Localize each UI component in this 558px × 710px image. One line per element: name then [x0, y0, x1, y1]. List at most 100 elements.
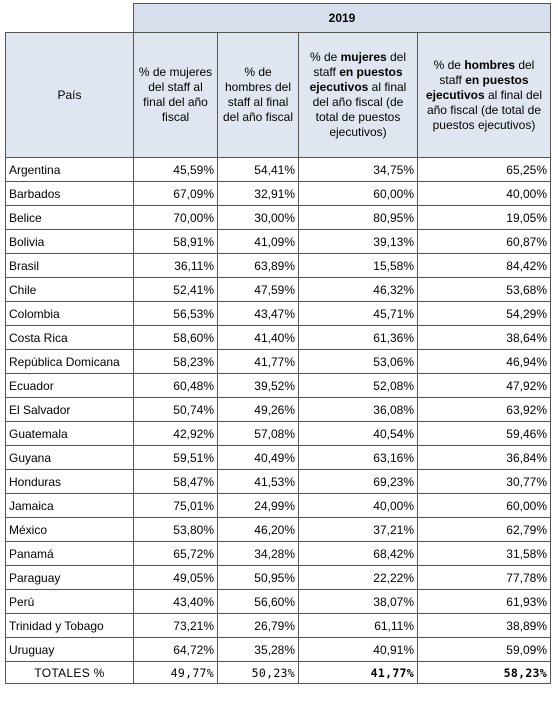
value-cell: 84,42%: [417, 253, 551, 278]
value-cell: 31,58%: [417, 541, 551, 566]
value-cell: 34,75%: [298, 157, 418, 182]
data-row: México 53,80% 46,20% 37,21% 62,79%: [5, 517, 551, 542]
country-cell: Guatemala: [5, 421, 134, 446]
data-row: República Domicana 58,23% 41,77% 53,06% 46,9…: [5, 349, 551, 374]
header-text: al final del año fiscal (de total de pue…: [426, 87, 543, 132]
value-cell: 73,21%: [133, 613, 218, 638]
header-text: País: [57, 87, 82, 102]
header-text: % de: [433, 57, 465, 72]
totals-row: TOTALES % 49,77% 50,23% 41,77% 58,23%: [5, 661, 551, 684]
column-header: % de hombres del staff al final del año …: [217, 32, 299, 158]
value-cell: 32,91%: [217, 181, 299, 206]
value-cell: 24,99%: [217, 493, 299, 518]
value-cell: 40,49%: [217, 445, 299, 470]
value-cell: 39,52%: [217, 373, 299, 398]
value-cell: 65,72%: [133, 541, 218, 566]
value-cell: 36,08%: [298, 397, 418, 422]
value-cell: 45,59%: [133, 157, 218, 182]
column-header: % de mujeres del staff en puestos ejecut…: [298, 32, 418, 158]
country-cell: Jamaica: [5, 493, 134, 518]
data-row: Panamá 65,72% 34,28% 68,42% 31,58%: [5, 541, 551, 566]
total-value: 41,77%: [298, 661, 418, 684]
column-header: País: [5, 32, 134, 158]
value-cell: 53,80%: [133, 517, 218, 542]
value-cell: 36,11%: [133, 253, 218, 278]
country-cell: República Domicana: [5, 349, 134, 374]
value-cell: 46,20%: [217, 517, 299, 542]
value-cell: 75,01%: [133, 493, 218, 518]
header-text: del staff: [313, 50, 407, 79]
value-cell: 35,28%: [217, 637, 299, 662]
total-value: 49,77%: [133, 661, 218, 684]
header-text: del staff: [439, 57, 535, 87]
blank-cell: [5, 3, 134, 33]
value-cell: 61,11%: [298, 613, 418, 638]
country-cell: Guyana: [5, 445, 134, 470]
value-cell: 40,54%: [298, 421, 418, 446]
value-cell: 40,91%: [298, 637, 418, 662]
header-text: mujeres: [340, 50, 387, 64]
data-table: 2019 País % de mujeres del staff al final …: [5, 3, 551, 684]
value-cell: 58,23%: [133, 349, 218, 374]
data-row: Colombia 56,53% 43,47% 45,71% 54,29%: [5, 301, 551, 326]
value-cell: 63,92%: [417, 397, 551, 422]
country-cell: Costa Rica: [5, 325, 134, 350]
data-row: Uruguay 64,72% 35,28% 40,91% 59,09%: [5, 637, 551, 662]
value-cell: 49,05%: [133, 565, 218, 590]
value-cell: 52,08%: [298, 373, 418, 398]
data-row: Jamaica 75,01% 24,99% 40,00% 60,00%: [5, 493, 551, 518]
data-row: Barbados 67,09% 32,91% 60,00% 40,00%: [5, 181, 551, 206]
country-cell: Ecuador: [5, 373, 134, 398]
header-text: en puestos ejecutivos: [309, 65, 403, 94]
value-cell: 59,09%: [417, 637, 551, 662]
value-cell: 60,00%: [298, 181, 418, 206]
value-cell: 77,78%: [417, 565, 551, 590]
data-row: Argentina 45,59% 54,41% 34,75% 65,25%: [5, 157, 551, 182]
data-row: Costa Rica 58,60% 41,40% 61,36% 38,64%: [5, 325, 551, 350]
column-header: % de hombres del staff en puestos ejecut…: [417, 32, 551, 158]
value-cell: 80,95%: [298, 205, 418, 230]
data-row: Honduras 58,47% 41,53% 69,23% 30,77%: [5, 469, 551, 494]
value-cell: 43,47%: [217, 301, 299, 326]
value-cell: 68,42%: [298, 541, 418, 566]
value-cell: 58,91%: [133, 229, 218, 254]
header-row: País % de mujeres del staff al final del …: [5, 32, 551, 158]
data-row: Ecuador 60,48% 39,52% 52,08% 47,92%: [5, 373, 551, 398]
value-cell: 47,59%: [217, 277, 299, 302]
value-cell: 22,22%: [298, 565, 418, 590]
value-cell: 54,29%: [417, 301, 551, 326]
value-cell: 15,58%: [298, 253, 418, 278]
header-text: en puestos ejecutivos: [425, 72, 529, 102]
value-cell: 46,94%: [417, 349, 551, 374]
value-cell: 38,64%: [417, 325, 551, 350]
total-value: 50,23%: [217, 661, 299, 684]
data-row: Perú 43,40% 56,60% 38,07% 61,93%: [5, 589, 551, 614]
value-cell: 62,79%: [417, 517, 551, 542]
value-cell: 47,92%: [417, 373, 551, 398]
value-cell: 53,06%: [298, 349, 418, 374]
value-cell: 59,51%: [133, 445, 218, 470]
country-cell: El Salvador: [5, 397, 134, 422]
country-cell: Trinidad y Tobago: [5, 613, 134, 638]
country-cell: Paraguay: [5, 565, 134, 590]
country-cell: Barbados: [5, 181, 134, 206]
value-cell: 38,07%: [298, 589, 418, 614]
value-cell: 42,92%: [133, 421, 218, 446]
value-cell: 63,89%: [217, 253, 299, 278]
value-cell: 41,40%: [217, 325, 299, 350]
data-row: Paraguay 49,05% 50,95% 22,22% 77,78%: [5, 565, 551, 590]
value-cell: 46,32%: [298, 277, 418, 302]
data-row: Bolivia 58,91% 41,09% 39,13% 60,87%: [5, 229, 551, 254]
value-cell: 64,72%: [133, 637, 218, 662]
country-cell: México: [5, 517, 134, 542]
country-cell: Belice: [5, 205, 134, 230]
total-value: 58,23%: [417, 661, 551, 684]
year-cell: 2019: [133, 3, 551, 33]
country-cell: Uruguay: [5, 637, 134, 662]
value-cell: 52,41%: [133, 277, 218, 302]
data-row: Belice 70,00% 30,00% 80,95% 19,05%: [5, 205, 551, 230]
value-cell: 50,95%: [217, 565, 299, 590]
column-header: % de mujeres del staff al final del año …: [133, 32, 218, 158]
header-text: % de: [309, 50, 341, 64]
